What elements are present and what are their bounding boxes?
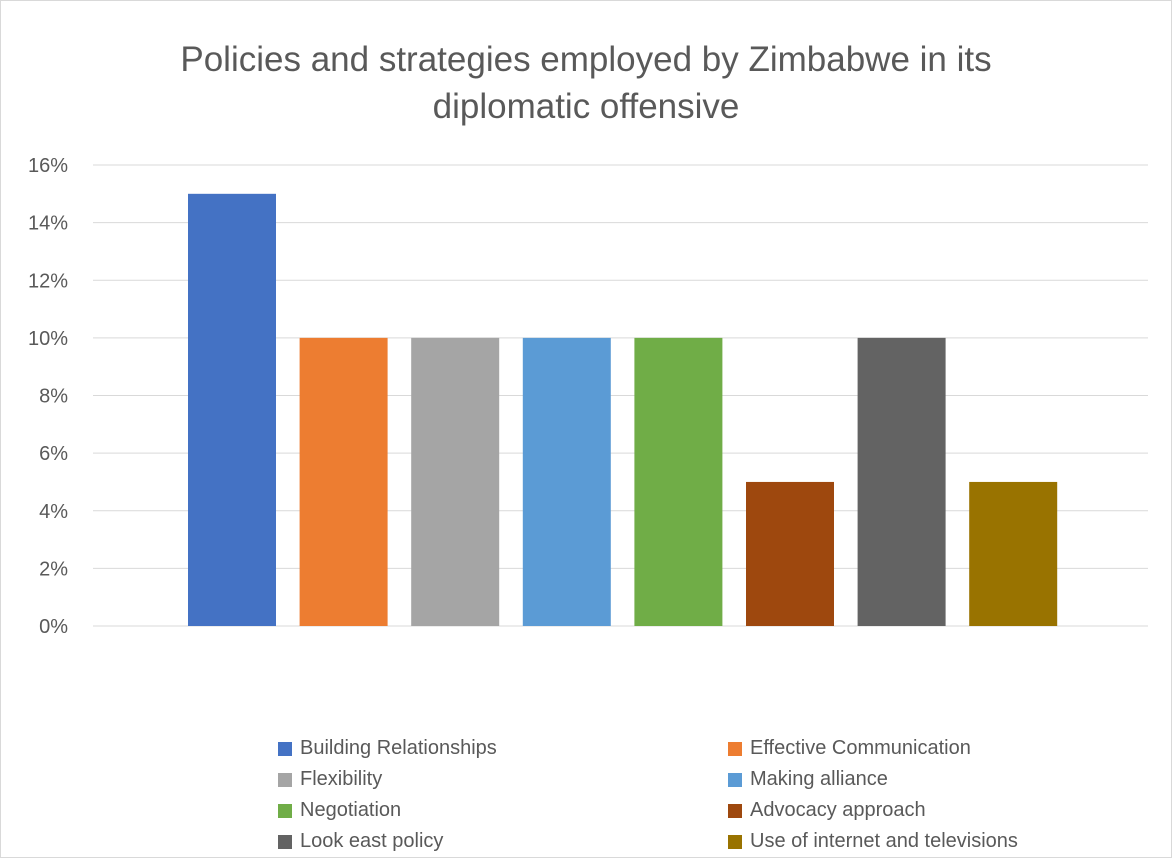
legend-item: Effective Communication: [728, 735, 1138, 762]
legend-item: Building Relationships: [278, 735, 728, 762]
legend-swatch: [728, 741, 742, 756]
legend-label: Negotiation: [300, 799, 402, 821]
legend-swatch: [278, 741, 292, 756]
bar: [522, 337, 611, 626]
chart-title: Policies and strategies employed by Zimb…: [0, 36, 1172, 130]
bar: [857, 337, 946, 626]
bar: [746, 481, 834, 626]
bar: [969, 481, 1058, 626]
bar: [299, 337, 388, 626]
y-tick-label: 6%: [39, 443, 68, 465]
legend-item: Use of internet and televisions: [728, 828, 1138, 855]
y-tick-label: 14%: [28, 213, 68, 235]
chart-title-line-1: Policies and strategies employed by Zimb…: [180, 40, 992, 79]
legend-swatch: [728, 803, 742, 818]
bar: [411, 337, 500, 626]
y-tick-label: 2%: [39, 558, 68, 580]
legend-label: Building Relationships: [300, 737, 497, 759]
y-tick-label: 8%: [39, 386, 68, 408]
y-tick-label: 16%: [28, 155, 68, 177]
legend-swatch: [278, 772, 292, 787]
chart-title-line-2: diplomatic offensive: [432, 87, 740, 126]
legend-item: Look east policy: [278, 828, 728, 855]
legend-item: Flexibility: [278, 766, 728, 793]
y-tick-label: 0%: [39, 616, 68, 638]
bar: [634, 337, 723, 626]
legend-label: Flexibility: [300, 768, 383, 790]
legend-swatch: [278, 834, 292, 849]
y-tick-label: 12%: [28, 270, 68, 292]
legend-swatch: [728, 772, 742, 787]
legend-swatch: [278, 803, 292, 818]
bar-chart: 0% 2% 4% 6% 8% 10% 12% 14% 16%: [28, 155, 1148, 638]
legend-label: Making alliance: [750, 768, 888, 790]
legend-item: Negotiation: [278, 797, 728, 824]
legend-item: Advocacy approach: [728, 797, 1138, 824]
y-tick-label: 10%: [28, 328, 68, 350]
legend-item: Making alliance: [728, 766, 1138, 793]
legend-label: Advocacy approach: [750, 799, 926, 821]
legend: Building Relationships Effective Communi…: [278, 735, 1138, 855]
legend-swatch: [728, 834, 742, 849]
legend-label: Use of internet and televisions: [750, 830, 1018, 852]
bar: [188, 193, 276, 626]
legend-label: Effective Communication: [750, 737, 971, 759]
y-tick-label: 4%: [39, 501, 68, 523]
legend-label: Look east policy: [300, 830, 444, 852]
